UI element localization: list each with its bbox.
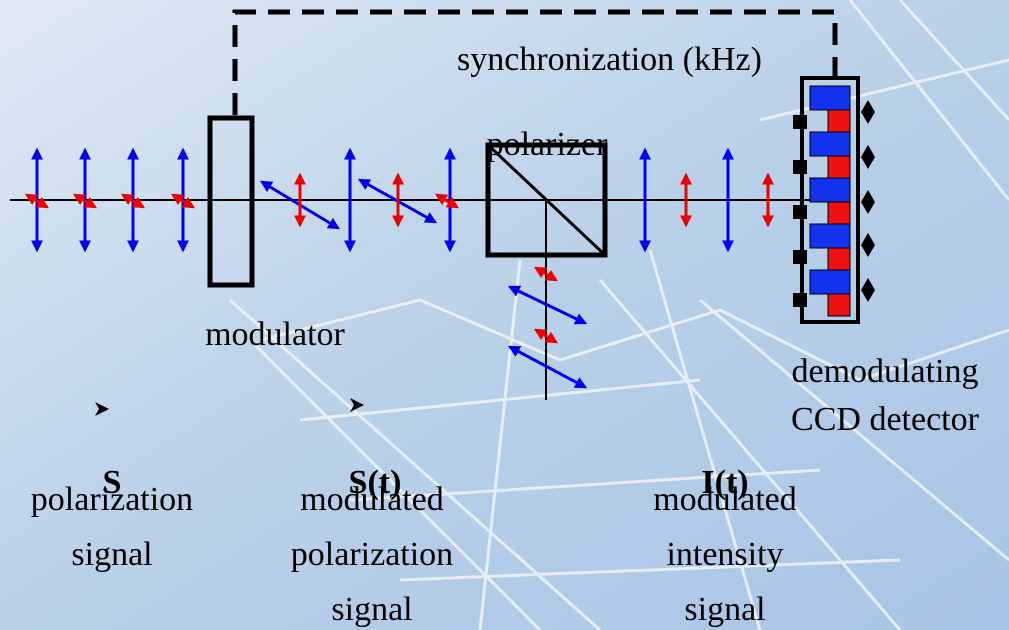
modulator-label: modulator (205, 316, 345, 353)
detector-label: demodulating (792, 353, 979, 390)
signal-text: signal (71, 536, 152, 573)
signal-text: signal (684, 591, 765, 628)
detector-label: CCD detector (791, 401, 980, 438)
signal-text: signal (331, 591, 412, 628)
sync-label: synchronization (kHz) (457, 41, 762, 78)
polarizer-label: polarizer (487, 126, 608, 163)
signal-text: modulated (653, 481, 797, 518)
page: {"labels": {"sync": "synchronization (kH… (0, 0, 1009, 630)
diagram: synchronization (kHz) polarizer modulato… (0, 0, 1009, 630)
signal-text: modulated (300, 481, 444, 518)
signal-text: polarization (31, 481, 193, 518)
signal-text: intensity (666, 536, 783, 573)
signal-text: polarization (291, 536, 453, 573)
